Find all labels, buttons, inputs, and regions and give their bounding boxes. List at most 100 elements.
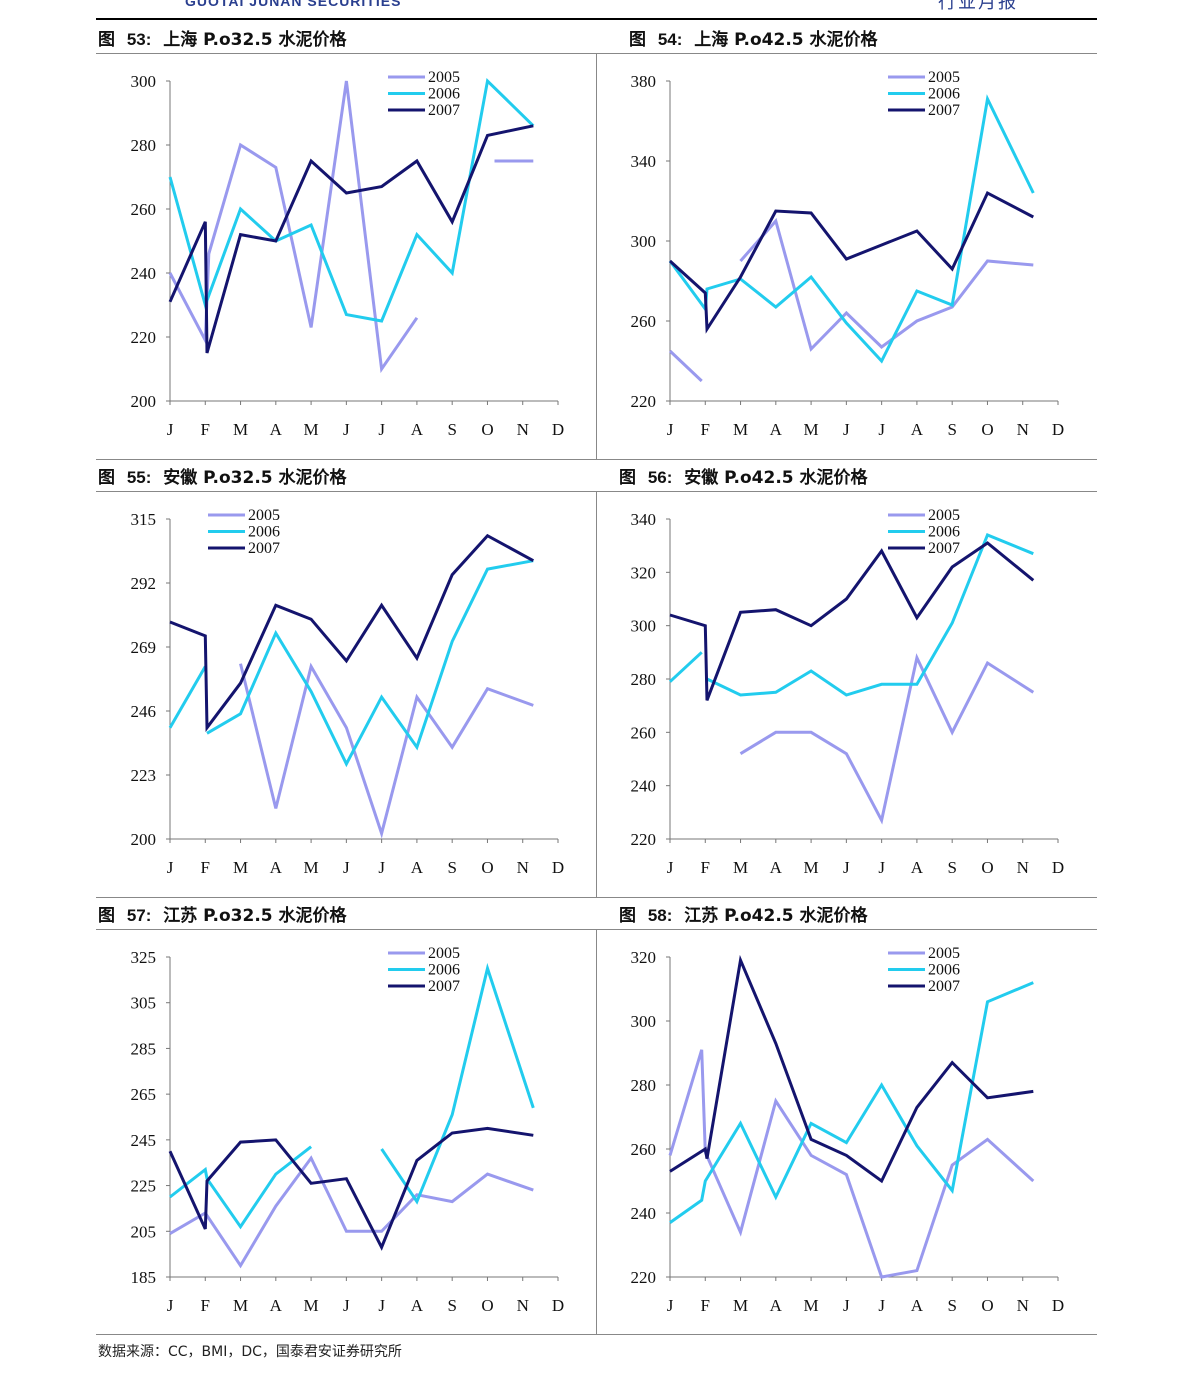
y-tick-label: 280	[631, 1076, 657, 1095]
y-tick-label: 200	[131, 830, 157, 849]
series-line-2006	[668, 94, 1035, 364]
series-line-2007	[168, 124, 534, 354]
header-rule	[96, 18, 1097, 20]
x-tick-label: O	[481, 420, 493, 439]
legend-label: 2006	[428, 962, 460, 979]
x-tick-label: S	[447, 420, 456, 439]
series-line-2006	[168, 77, 535, 323]
chart-title: 上海 P.o32.5 水泥价格	[163, 30, 347, 50]
x-tick-label: N	[1017, 858, 1029, 877]
series-line-2006	[706, 533, 1034, 697]
y-tick-label: 265	[131, 1085, 157, 1104]
figure-label: 图	[619, 906, 636, 926]
x-tick-label: J	[167, 1296, 174, 1315]
x-tick-label: F	[701, 420, 710, 439]
x-tick-label: S	[447, 858, 456, 877]
x-tick-label: N	[517, 858, 529, 877]
x-tick-label: M	[233, 1296, 248, 1315]
legend-label: 2007	[428, 978, 460, 995]
y-tick-label: 200	[131, 392, 157, 411]
y-tick-label: 320	[631, 563, 657, 582]
x-tick-label: J	[378, 420, 385, 439]
y-tick-label: 240	[631, 777, 657, 796]
x-tick-label: S	[947, 420, 956, 439]
legend-label: 2007	[428, 102, 460, 119]
series-line-2007	[169, 533, 535, 733]
x-tick-label: O	[481, 858, 493, 877]
x-tick-label: D	[552, 858, 564, 877]
x-tick-label: A	[770, 420, 783, 439]
y-tick-label: 305	[131, 994, 157, 1013]
panel-divider	[96, 459, 1097, 460]
y-tick-label: 205	[131, 1222, 157, 1241]
chart-55-anhui-p325: 200 223 246 269 292 315 J F M A M J J A S O N D 2005200620…	[131, 507, 565, 877]
x-tick-label: N	[517, 1296, 529, 1315]
x-tick-label: F	[701, 1296, 710, 1315]
legend-label: 2007	[928, 978, 960, 995]
series-line-2006	[380, 962, 535, 1205]
chart-title: 安徽 P.o42.5 水泥价格	[684, 468, 868, 488]
x-tick-label: M	[733, 420, 748, 439]
y-tick-label: 300	[631, 617, 657, 636]
y-tick-label: 260	[631, 723, 657, 742]
legend-label: 2005	[928, 945, 960, 962]
x-tick-label: S	[947, 858, 956, 877]
x-tick-label: F	[201, 420, 210, 439]
source-note: 数据来源：CC，BMI，DC，国泰君安证券研究所	[98, 1344, 402, 1360]
legend-label: 2005	[248, 507, 280, 524]
y-tick-label: 260	[631, 1140, 657, 1159]
x-tick-label: D	[1052, 420, 1064, 439]
chart-53-title: 图 53: 上海 P.o32.5 水泥价格	[98, 25, 347, 50]
figure-number: 55:	[126, 468, 152, 487]
series-line-2005	[739, 653, 1035, 825]
legend-label: 2005	[928, 507, 960, 524]
series-line-2006	[206, 559, 534, 768]
x-tick-label: A	[770, 858, 783, 877]
x-tick-label: J	[878, 420, 885, 439]
figure-number: 57:	[126, 906, 152, 925]
x-tick-label: J	[878, 1296, 885, 1315]
figure-number: 53:	[126, 30, 152, 49]
x-tick-label: A	[911, 420, 924, 439]
chart-58-jiangsu-p425: 220 240 260 280 300 320 J F M A M J J A S O N D 2005200620…	[631, 945, 1065, 1315]
chart-title: 上海 P.o42.5 水泥价格	[694, 30, 878, 50]
y-tick-label: 225	[131, 1177, 157, 1196]
x-tick-label: J	[667, 858, 674, 877]
y-tick-label: 240	[631, 1204, 657, 1223]
series-line-2007	[168, 1126, 534, 1251]
y-tick-label: 246	[131, 702, 157, 721]
y-tick-label: 269	[131, 638, 157, 657]
x-tick-label: M	[804, 858, 819, 877]
chart-58-title: 图 58: 江苏 P.o42.5 水泥价格	[619, 901, 868, 926]
x-tick-label: A	[911, 858, 924, 877]
legend-label: 2007	[248, 540, 280, 557]
chart-56-title: 图 56: 安徽 P.o42.5 水泥价格	[619, 463, 868, 488]
x-tick-label: M	[733, 1296, 748, 1315]
y-tick-label: 300	[631, 232, 657, 251]
y-tick-label: 292	[131, 574, 157, 593]
series-line-2006	[668, 651, 703, 683]
x-tick-label: S	[447, 1296, 456, 1315]
x-tick-label: D	[1052, 858, 1064, 877]
x-tick-label: O	[481, 1296, 493, 1315]
x-tick-label: M	[304, 858, 319, 877]
y-tick-label: 280	[631, 670, 657, 689]
chart-title: 安徽 P.o32.5 水泥价格	[163, 468, 347, 488]
x-tick-label: N	[517, 420, 529, 439]
panel-divider	[96, 897, 1097, 898]
x-tick-label: A	[911, 1296, 924, 1315]
x-tick-label: D	[1052, 1296, 1064, 1315]
y-tick-label: 300	[131, 72, 157, 91]
x-tick-label: J	[343, 858, 350, 877]
x-tick-label: J	[843, 420, 850, 439]
legend-label: 2005	[428, 69, 460, 86]
y-tick-label: 325	[131, 948, 157, 967]
y-tick-label: 220	[631, 1268, 657, 1287]
figure-label: 图	[98, 906, 115, 926]
x-tick-label: D	[552, 420, 564, 439]
x-tick-label: J	[343, 420, 350, 439]
series-line-2007	[669, 541, 1035, 701]
y-tick-label: 280	[131, 136, 157, 155]
chart-57-jiangsu-p325: 185 205 225 245 265 285 305 325 J F M A M J J A S O N D 2005…	[131, 945, 565, 1315]
